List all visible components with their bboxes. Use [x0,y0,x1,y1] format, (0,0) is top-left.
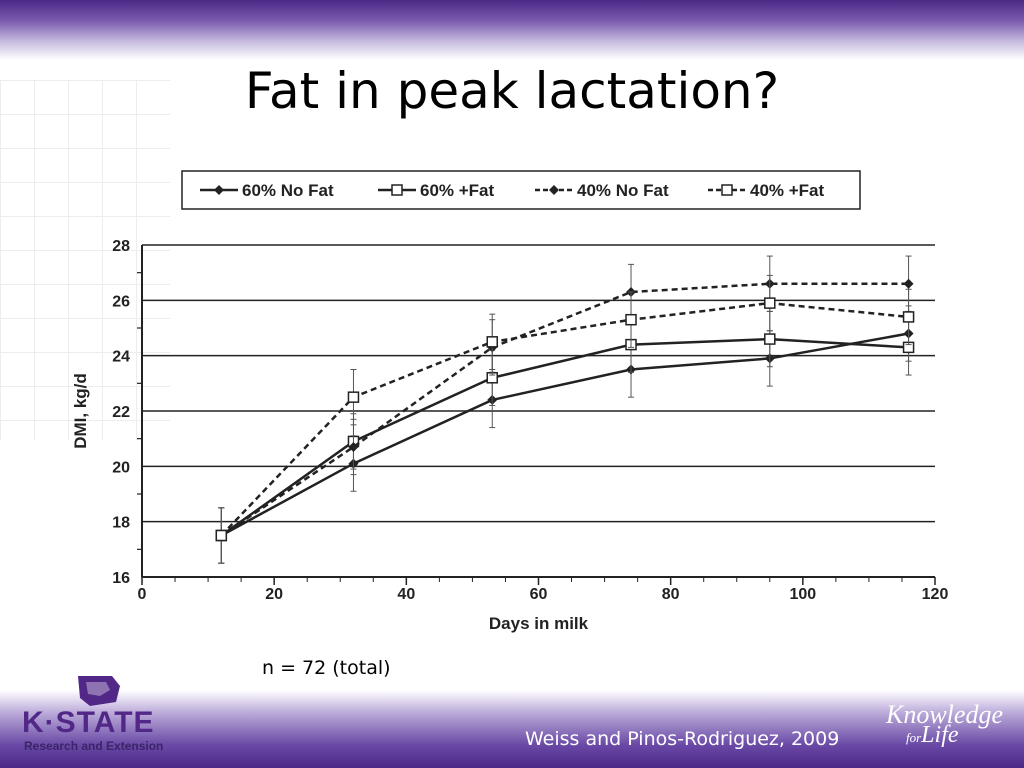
legend-marker-1 [391,184,403,196]
series-2-point-1 [348,441,359,452]
legend-marker-3 [721,184,733,196]
series-2-point-5 [903,278,914,289]
tagline-for-life: forLife [906,722,959,749]
x-tick-label-60: 60 [530,586,548,603]
citation: Weiss and Pinos-Rodriguez, 2009 [525,728,840,750]
footer-band [0,690,1024,768]
y-tick-label-18: 18 [112,515,130,532]
tagline-life: Life [921,722,959,748]
x-axis-label: Days in milk [489,614,589,633]
series-line-1 [220,337,909,537]
y-tick-label-22: 22 [112,404,130,421]
series-3-point-0 [215,529,228,542]
series-3-point-1 [347,391,360,403]
y-tick-label-28: 28 [112,238,130,255]
legend-marker-2 [549,185,559,195]
tagline-knowledge: Knowledge [886,700,1003,729]
x-tick-label-100: 100 [789,586,816,603]
x-tick-label-80: 80 [662,586,680,603]
series-line-3 [220,301,909,537]
x-tick-label-120: 120 [922,586,949,603]
series-1-point-4 [764,333,776,345]
series-3-point-3 [625,313,637,326]
kstate-wildcat-logo [78,676,120,706]
x-tick-label-20: 20 [265,586,283,603]
series-3-point-5 [902,311,915,323]
legend-label-3: 40% +Fat [750,181,825,200]
x-tick-label-0: 0 [138,586,147,603]
y-tick-label-26: 26 [112,293,130,310]
slide-title: Fat in peak lactation? [244,62,780,120]
legend-label-1: 60% +Fat [420,181,495,200]
legend-label-2: 40% No Fat [577,181,669,200]
y-tick-label-24: 24 [112,349,130,366]
y-axis-label: DMI, kg/d [71,373,90,449]
series-3-point-2 [486,336,498,348]
legend-label-0: 60% No Fat [242,181,334,200]
x-tick-label-40: 40 [397,586,415,603]
sample-size-note: n = 72 (total) [262,657,391,679]
kstate-logo-subtext: Research and Extension [24,739,164,753]
series-3-point-4 [764,297,776,309]
header-band [0,0,1024,60]
tagline-for: for [906,730,922,745]
series-line-2 [220,282,909,537]
y-tick-label-16: 16 [112,570,130,587]
y-tick-label-20: 20 [112,459,130,476]
legend-marker-0 [214,185,224,195]
series-line-0 [220,332,909,537]
legend-box [181,170,861,210]
kstate-logo-text: K·STATE [22,706,155,739]
